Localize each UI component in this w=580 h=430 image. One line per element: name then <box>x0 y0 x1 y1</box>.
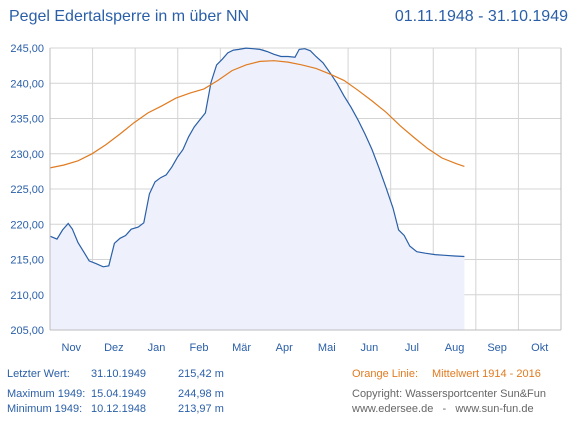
y-tick-label: 235,00 <box>10 114 44 126</box>
x-tick-label: Nov <box>62 342 82 354</box>
last-value-date: 31.10.1949 <box>91 368 147 380</box>
orange-line-description: Mittelwert 1914 - 2016 <box>432 368 541 380</box>
y-tick-label: 210,00 <box>10 290 44 302</box>
chart-title: Pegel Edertalsperre in m über NN <box>9 8 250 25</box>
last-value-amount: 215,42 m <box>178 368 224 380</box>
x-tick-label: Jan <box>148 342 166 354</box>
chart-period: 01.11.1948 - 31.10.1949 <box>394 8 568 25</box>
minimum-date: 10.12.1948 <box>91 403 147 415</box>
y-tick-label: 205,00 <box>10 325 44 337</box>
y-tick-label: 245,00 <box>10 43 44 55</box>
y-tick-label: 215,00 <box>10 255 44 267</box>
x-tick-label: Jun <box>361 342 379 354</box>
maximum-value: 244,98 m <box>178 388 224 400</box>
x-tick-label: Feb <box>190 342 209 354</box>
orange-line-label: Orange Linie: <box>352 368 419 380</box>
series-line-pegel-1949 <box>49 47 465 268</box>
water-level-chart: 205,00 210,00 215,00 220,00 225,00 230,00 235,… <box>10 43 562 354</box>
x-tick-label: Mai <box>318 342 336 354</box>
maximum-label: Maximum 1949: <box>7 388 86 400</box>
copyright-text: Copyright: Wassersportcenter Sun&Fun <box>352 388 547 400</box>
y-tick-label: 220,00 <box>10 219 44 231</box>
maximum-date: 15.04.1949 <box>91 388 147 400</box>
x-tick-label: Okt <box>531 342 548 354</box>
y-tick-label: 225,00 <box>10 184 44 196</box>
minimum-label: Minimum 1949: <box>7 403 83 415</box>
website-links: www.edersee.de - www.sun-fun.de <box>352 403 534 415</box>
x-tick-label: Aug <box>445 342 465 354</box>
y-tick-label: 230,00 <box>10 149 44 161</box>
x-tick-label: Apr <box>276 342 293 354</box>
x-tick-label: Dez <box>104 342 124 354</box>
x-tick-label: Sep <box>487 342 507 354</box>
x-tick-label: Mär <box>232 342 251 354</box>
minimum-value: 213,97 m <box>178 403 224 415</box>
y-tick-label: 240,00 <box>10 78 44 90</box>
area-fill-pegel-1949 <box>50 48 465 330</box>
last-value-label: Letzter Wert: <box>7 368 70 380</box>
x-tick-label: Jul <box>405 342 419 354</box>
series-line-mittelwert <box>49 60 465 169</box>
